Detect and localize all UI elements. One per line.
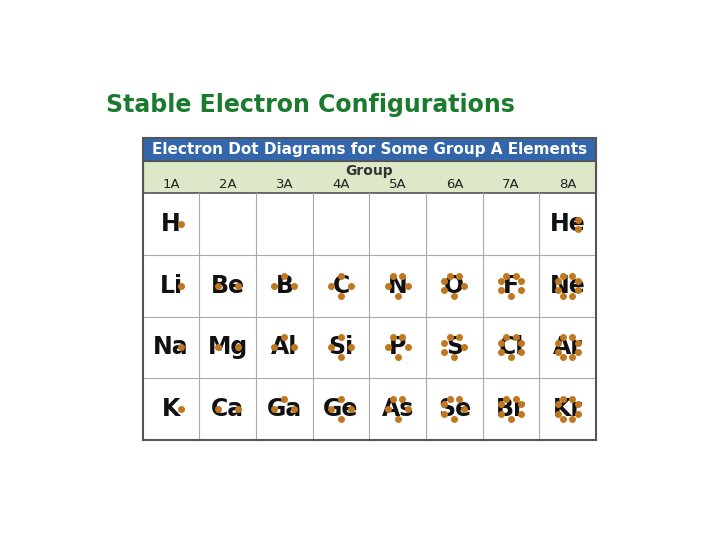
Text: Stable Electron Configurations: Stable Electron Configurations [106, 93, 514, 117]
Bar [143, 138, 596, 161]
Text: N: N [388, 274, 408, 298]
Text: He: He [550, 212, 585, 236]
Text: Electron Dot Diagrams for Some Group A Elements: Electron Dot Diagrams for Some Group A E… [152, 142, 587, 157]
Text: Si: Si [328, 335, 354, 360]
Text: 5A: 5A [389, 178, 407, 191]
Text: 4A: 4A [333, 178, 350, 191]
Text: Ne: Ne [550, 274, 585, 298]
Text: F: F [503, 274, 519, 298]
Text: Ar: Ar [553, 335, 582, 360]
Text: Group: Group [346, 164, 393, 178]
Text: B: B [275, 274, 293, 298]
Text: Li: Li [159, 274, 183, 298]
Text: Kr: Kr [553, 397, 582, 421]
Text: Mg: Mg [207, 335, 248, 360]
Text: As: As [382, 397, 414, 421]
Text: 6A: 6A [446, 178, 463, 191]
Text: Ca: Ca [211, 397, 244, 421]
Text: K: K [162, 397, 180, 421]
Text: Cl: Cl [498, 335, 523, 360]
Text: 8A: 8A [559, 178, 577, 191]
Text: C: C [333, 274, 350, 298]
Text: Ge: Ge [323, 397, 359, 421]
Text: Se: Se [438, 397, 471, 421]
Text: P: P [389, 335, 406, 360]
Bar [143, 193, 596, 440]
Text: Al: Al [271, 335, 297, 360]
Bar [143, 138, 596, 440]
Text: Br: Br [496, 397, 526, 421]
Bar [143, 161, 596, 193]
Text: Na: Na [153, 335, 189, 360]
Text: 2A: 2A [219, 178, 237, 191]
Text: 1A: 1A [162, 178, 180, 191]
Text: Ga: Ga [266, 397, 302, 421]
Text: S: S [446, 335, 463, 360]
Text: 7A: 7A [503, 178, 520, 191]
Text: 3A: 3A [276, 178, 293, 191]
Text: Be: Be [211, 274, 245, 298]
Text: O: O [444, 274, 464, 298]
Text: H: H [161, 212, 181, 236]
